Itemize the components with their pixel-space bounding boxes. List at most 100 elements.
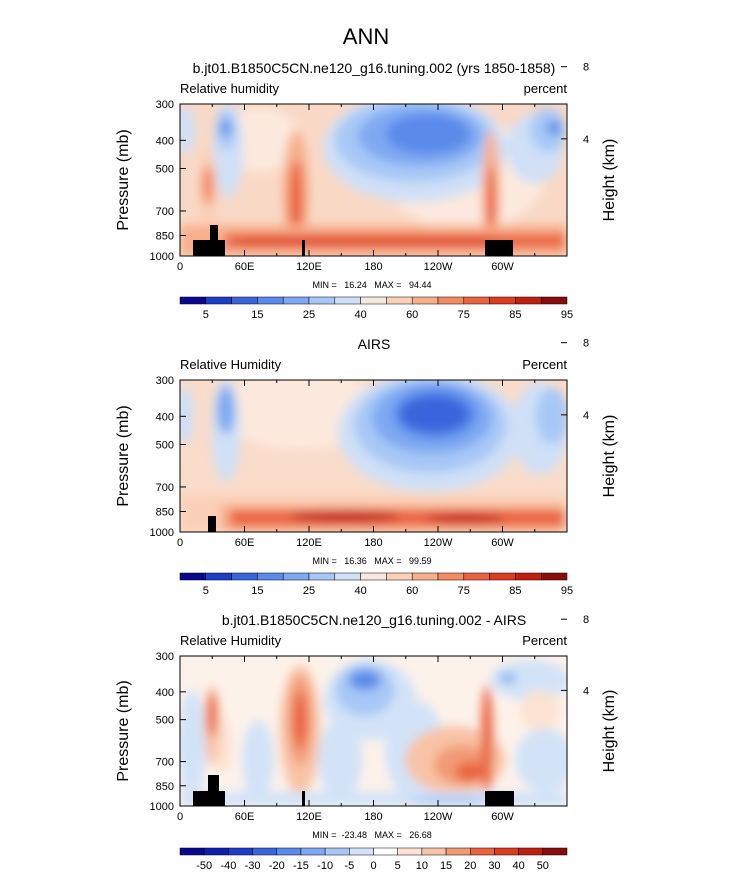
colorbar-swatch <box>334 296 361 305</box>
colorbar-swatch <box>349 847 374 856</box>
colorbar-label: -10 <box>317 860 333 872</box>
panel-2-ylabel-right: Height (km) <box>601 415 618 498</box>
panel-1-ylabel: Pressure (mb) <box>115 129 132 230</box>
colorbar-label: -40 <box>220 860 236 872</box>
y-tick-label: 300 <box>156 651 174 663</box>
x-tick-label: 120E <box>296 261 322 273</box>
panel-1-terrain <box>193 225 513 256</box>
colorbar-swatch <box>257 572 284 581</box>
colorbar-label: 25 <box>303 309 315 321</box>
panel-1-subtitle-right: percent <box>524 81 568 96</box>
colorbar-swatch <box>386 572 413 581</box>
panel-2-contour-field <box>180 380 567 532</box>
y-tick-label: 850 <box>156 506 174 518</box>
panel-3-terrain <box>193 775 514 806</box>
panel-2-terrain <box>208 516 216 532</box>
colorbar-label: 75 <box>458 585 470 597</box>
colorbar-label: 40 <box>354 309 366 321</box>
colorbar-swatch <box>489 296 516 305</box>
x-tick-label: 120W <box>424 537 453 549</box>
colorbar-label: -20 <box>269 860 285 872</box>
colorbar-label: 60 <box>406 309 418 321</box>
x-tick-label: 60E <box>235 811 255 823</box>
y-right-tick-label: 4 <box>583 134 589 146</box>
y-tick-label: 300 <box>156 375 174 387</box>
colorbar-swatch <box>300 847 326 856</box>
colorbar-swatch <box>421 847 447 856</box>
colorbar-swatch <box>437 572 465 581</box>
colorbar-swatch <box>308 296 336 305</box>
panel-3-ylabel: Pressure (mb) <box>115 680 132 781</box>
colorbar-label: 30 <box>488 860 500 872</box>
colorbar-swatch <box>515 296 542 305</box>
colorbar-label: 25 <box>303 585 315 597</box>
colorbar-label: 15 <box>251 309 263 321</box>
colorbar-swatch <box>334 572 361 581</box>
panel-2-subtitle-left: Relative Humidity <box>180 357 282 372</box>
x-tick-label: 120W <box>424 811 453 823</box>
panel-3-ylabel-right: Height (km) <box>601 690 618 773</box>
y-tick-label: 400 <box>156 135 174 147</box>
panel-3-contour-field <box>180 656 567 806</box>
y-right-tick-label: 8 <box>583 614 589 626</box>
x-tick-label: 0 <box>177 537 183 549</box>
y-tick-label: 400 <box>156 687 174 699</box>
colorbar-swatch <box>518 847 544 856</box>
y-tick-label: 400 <box>156 411 174 423</box>
colorbar-swatch <box>360 296 387 305</box>
y-tick-label: 850 <box>156 781 174 793</box>
x-tick-label: 180 <box>364 261 382 273</box>
colorbar-swatch <box>205 572 232 581</box>
panel-1-axes: 300 400 500 700 850 1000 8 4 0 60E 120E 180 120W 60W <box>150 62 590 273</box>
figure-title: ANN <box>343 24 389 49</box>
colorbar-swatch <box>540 296 568 305</box>
colorbar-label: 15 <box>440 860 452 872</box>
colorbar-swatch <box>411 296 439 305</box>
colorbar-label: 5 <box>203 585 209 597</box>
y-right-tick-label: 8 <box>583 338 589 350</box>
colorbar-swatch <box>515 572 542 581</box>
colorbar-label: 5 <box>395 860 401 872</box>
colorbar-swatch <box>540 572 568 581</box>
panel-3: b.jt01.B1850C5CN.ne120_g16.tuning.002 - … <box>115 612 618 872</box>
x-tick-label: 60E <box>235 537 255 549</box>
y-tick-label: 700 <box>156 757 174 769</box>
colorbar-swatch <box>411 572 439 581</box>
panel-1-stats: MIN = 16.24 MAX = 94.44 <box>312 280 431 290</box>
colorbar-label: 15 <box>251 585 263 597</box>
panel-1-title: b.jt01.B1850C5CN.ne120_g16.tuning.002 (y… <box>193 60 556 76</box>
panel-3-axes: 300 400 500 700 850 1000 8 4 0 60E 120E 180 120W 60W <box>150 614 590 823</box>
y-tick-label: 500 <box>156 163 174 175</box>
colorbar-label: -15 <box>293 860 309 872</box>
y-right-tick-label: 8 <box>583 62 589 74</box>
colorbar-label: 10 <box>416 860 428 872</box>
colorbar-swatch <box>282 572 310 581</box>
colorbar-swatch <box>276 847 302 856</box>
panel-2-ylabel: Pressure (mb) <box>115 405 132 506</box>
colorbar-label: 95 <box>561 585 573 597</box>
x-tick-label: 60W <box>491 261 514 273</box>
panel-3-subtitle-left: Relative Humidity <box>180 633 282 648</box>
colorbar-swatch <box>494 847 519 856</box>
colorbar-swatch <box>308 572 336 581</box>
panel-1-ylabel-right: Height (km) <box>601 139 618 222</box>
y-tick-label: 1000 <box>150 801 174 813</box>
colorbar-label: 60 <box>406 585 418 597</box>
y-right-tick-label: 4 <box>583 410 589 422</box>
colorbar-swatch <box>463 296 490 305</box>
colorbar-swatch <box>437 296 465 305</box>
colorbar-swatch <box>373 847 398 856</box>
panel-2-axes: 300 400 500 700 850 1000 8 4 0 60E 120E 180 120W 60W <box>150 338 590 549</box>
panel-2-title: AIRS <box>358 336 391 352</box>
colorbar-swatch <box>228 847 253 856</box>
x-tick-label: 180 <box>364 811 382 823</box>
x-tick-label: 60E <box>235 261 255 273</box>
colorbar-swatch <box>397 847 423 856</box>
colorbar-swatch <box>463 572 490 581</box>
colorbar-swatch <box>257 296 284 305</box>
colorbar-label: 95 <box>561 309 573 321</box>
colorbar-swatch <box>445 847 471 856</box>
y-tick-label: 500 <box>156 715 174 727</box>
y-tick-label: 700 <box>156 482 174 494</box>
